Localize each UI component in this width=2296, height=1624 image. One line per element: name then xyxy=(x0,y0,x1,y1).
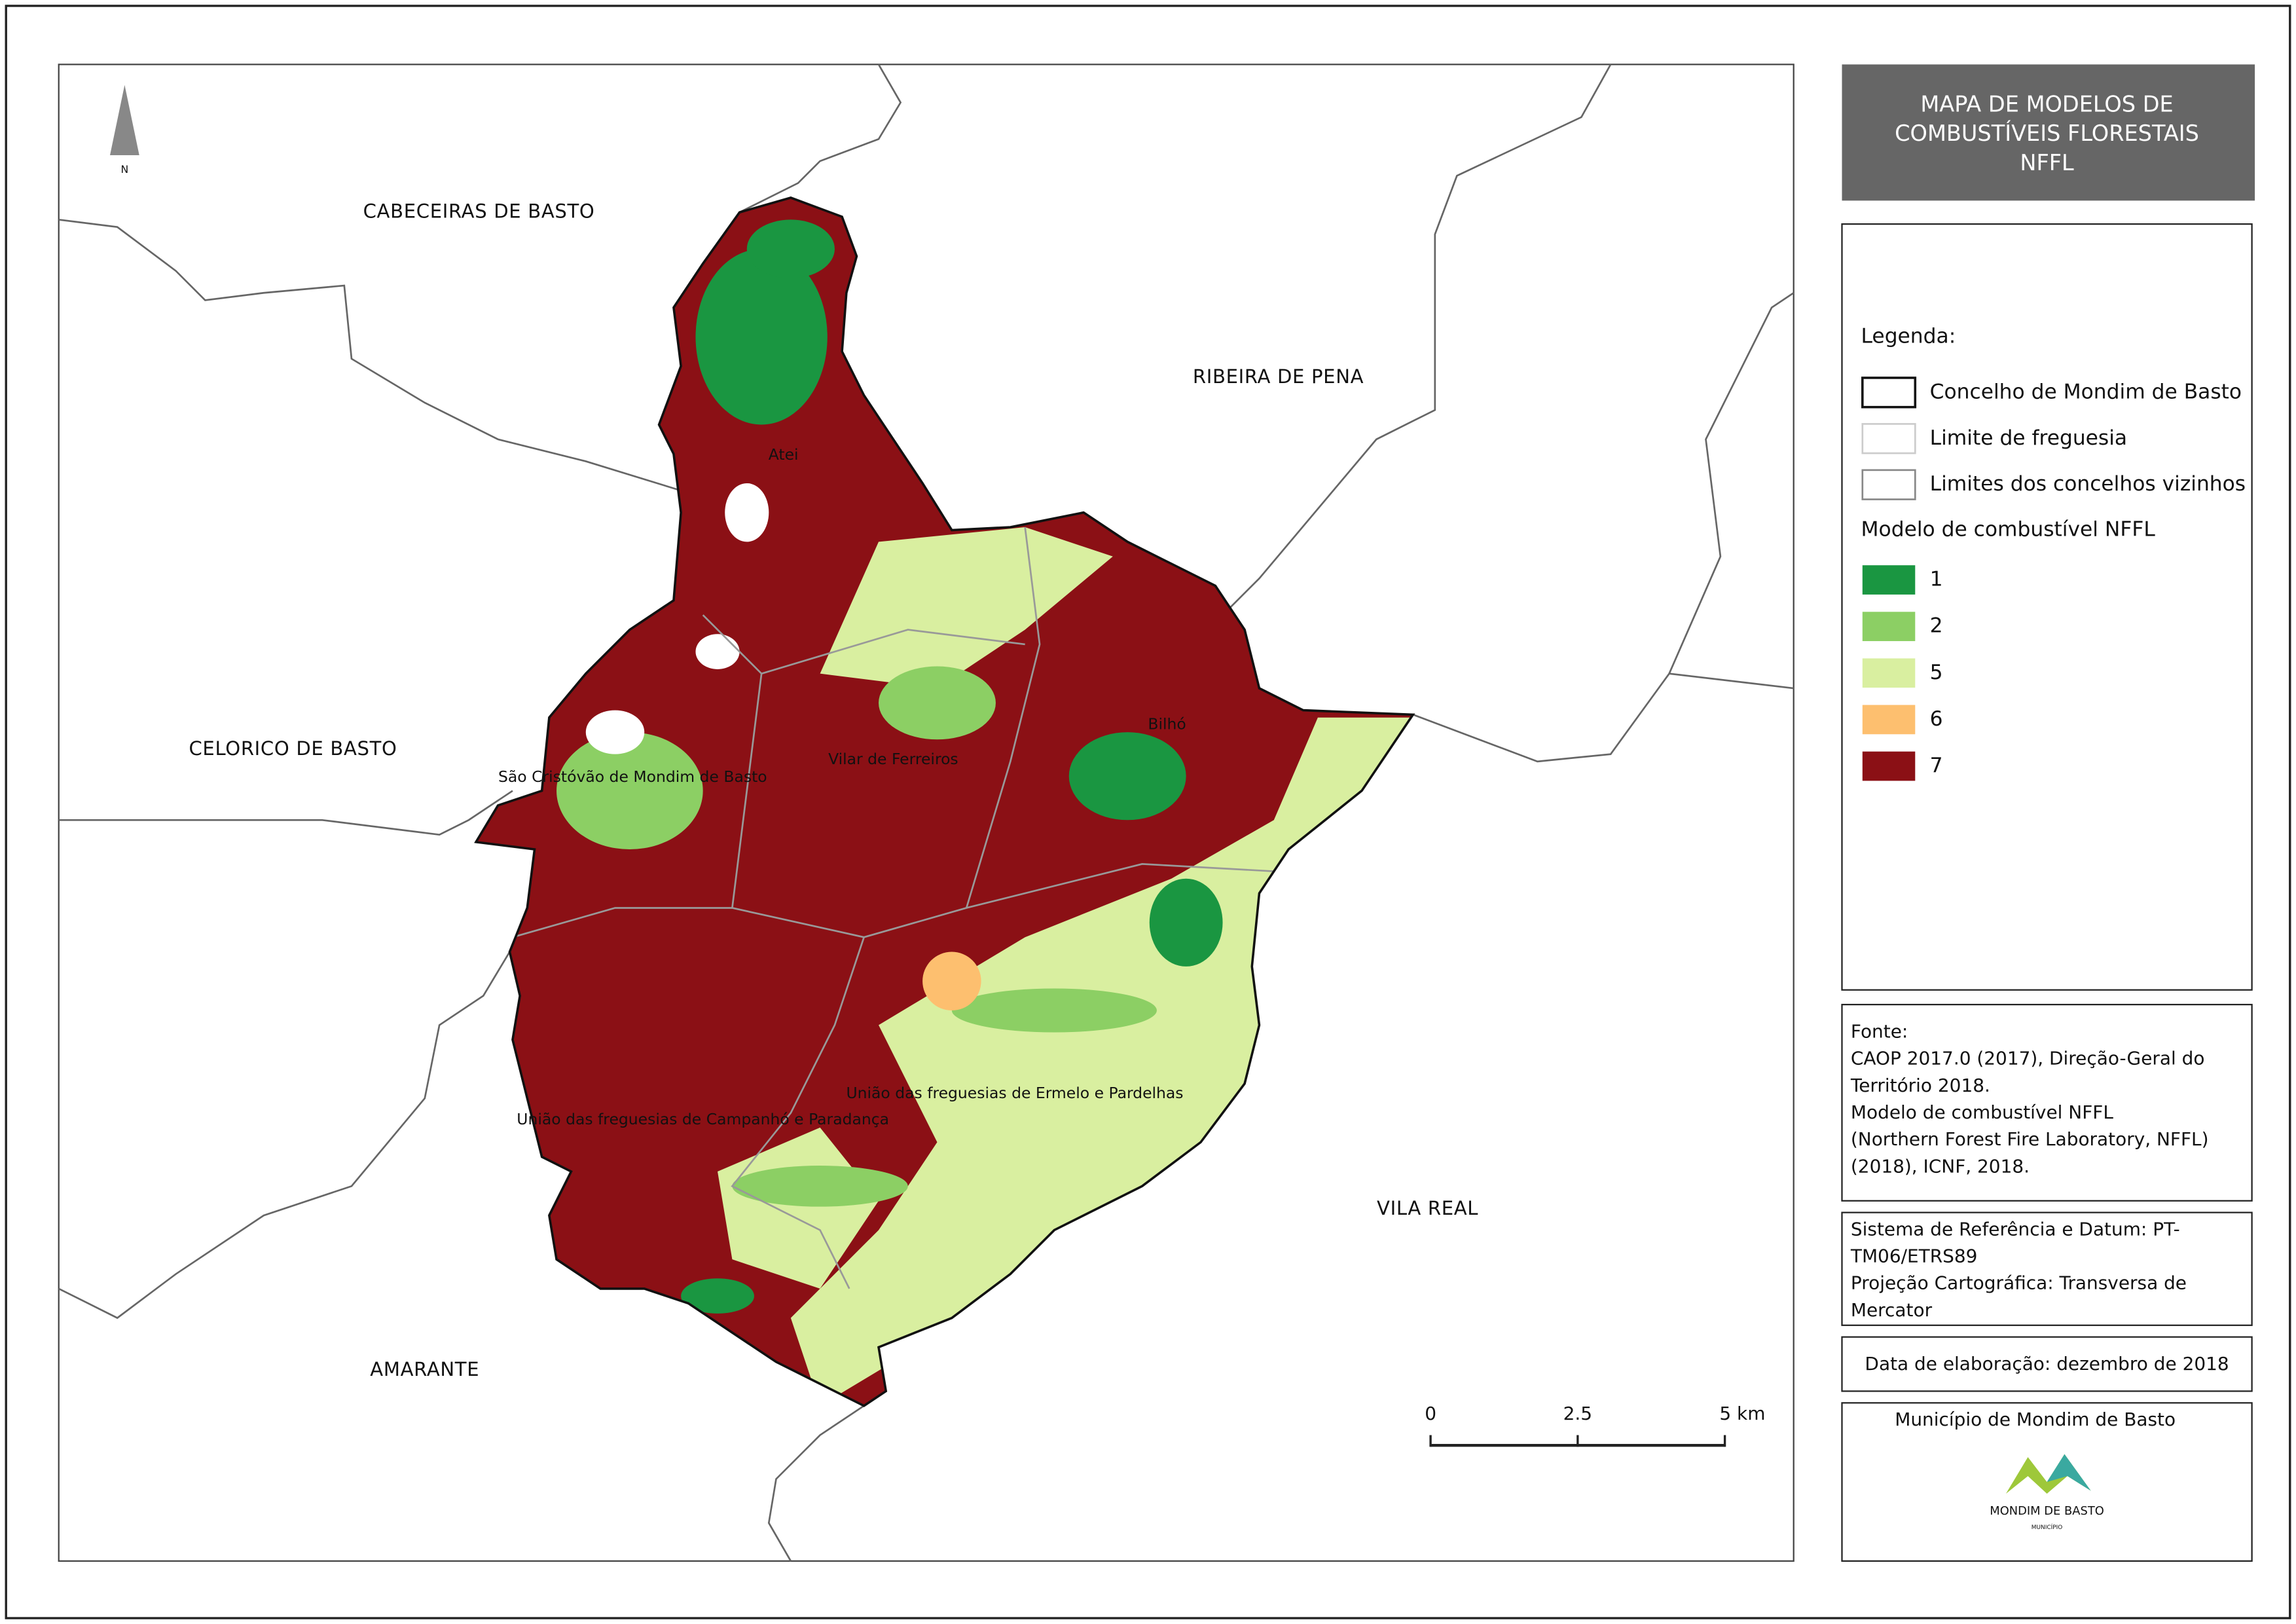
legend-label: 2 xyxy=(1930,614,1943,638)
legend-swatch xyxy=(1862,612,1916,642)
logo-mark xyxy=(2047,1454,2091,1491)
title-line: COMBUSTÍVEIS FLORESTAIS xyxy=(1895,120,2199,146)
legend-swatch xyxy=(1862,658,1916,688)
credit: Município de Mondim de Basto xyxy=(1895,1409,2176,1430)
legend-label: 6 xyxy=(1930,707,1943,731)
fuel-area xyxy=(556,732,703,850)
source-box xyxy=(1841,1003,2253,1202)
title-box xyxy=(1842,64,2255,201)
parish-label: União das freguesias de Ermelo e Pardelh… xyxy=(846,1084,1183,1102)
neighbor-label: AMARANTE xyxy=(370,1358,479,1380)
reference-system: Sistema de Referência e Datum: PT- TM06/E… xyxy=(1850,1218,2187,1320)
parish-label: União das freguesias de Campanhó e Parad… xyxy=(517,1110,889,1128)
legend-swatch xyxy=(1862,565,1916,595)
neighbor-label: VILA REAL xyxy=(1377,1197,1478,1219)
fuel-area xyxy=(695,634,740,669)
legend-label: Limite de freguesia xyxy=(1930,426,2127,450)
fuel-area xyxy=(695,249,828,425)
legend-label: 5 xyxy=(1930,661,1943,684)
scale-label: 2.5 xyxy=(1563,1403,1592,1424)
scale-label: 0 xyxy=(1425,1403,1436,1424)
scale-label: 5 km xyxy=(1719,1403,1765,1424)
source-line: Território 2018. xyxy=(1850,1075,1990,1096)
legend: Concelho de Mondim de Basto Limite de fre… xyxy=(1861,377,2246,781)
date: Data de elaboração: dezembro de 2018 xyxy=(1865,1353,2229,1375)
fuel-area xyxy=(951,988,1157,1033)
fuel-area xyxy=(732,1166,908,1207)
source-line: Fonte: xyxy=(1851,1021,1908,1043)
legend-heading: Legenda: xyxy=(1861,324,1956,348)
parish-label: Bilhó xyxy=(1148,714,1186,733)
reference_system-line: Sistema de Referência e Datum: PT- xyxy=(1851,1218,2180,1240)
legend-label: 1 xyxy=(1930,568,1943,591)
parish-boundaries xyxy=(512,526,1274,1289)
crs-box xyxy=(1841,1211,2253,1326)
legend-swatch xyxy=(1862,751,1916,781)
date-box xyxy=(1841,1336,2253,1392)
neighbor-label: CELORICO DE BASTO xyxy=(189,737,397,760)
fuel-area xyxy=(1149,878,1223,967)
reference_system-line: Projeção Cartográfica: Transversa de xyxy=(1851,1272,2187,1294)
fuel-area xyxy=(922,951,981,1011)
legend-swatch xyxy=(1862,705,1916,735)
parish-label: Atei xyxy=(769,445,799,464)
parish-label: Vilar de Ferreiros xyxy=(828,750,958,768)
fuel-area xyxy=(746,219,835,278)
fuel-area xyxy=(820,527,1113,689)
source: Fonte: CAOP 2017.0 (2017), Direção-Geral … xyxy=(1850,1021,2209,1177)
north-label: N xyxy=(121,163,129,175)
legend-swatch xyxy=(1861,469,1916,500)
legend-label: Limites dos concelhos vizinhos xyxy=(1930,472,2246,496)
legend-label: Concelho de Mondim de Basto xyxy=(1930,380,2242,403)
neighbor-label: RIBEIRA DE PENA xyxy=(1193,365,1364,388)
fuel-area xyxy=(879,666,996,740)
legend-label: 7 xyxy=(1930,754,1943,777)
fuel-area xyxy=(681,1278,754,1314)
title: MAPA DE MODELOS DE COMBUSTÍVEIS FLORESTAI… xyxy=(1895,92,2199,175)
logo-subtitle: MUNICÍPIO xyxy=(2032,1523,2063,1531)
municipality-boundary xyxy=(474,196,1415,1407)
legend-swatch xyxy=(1861,423,1916,454)
source-line: (Northern Forest Fire Laboratory, NFFL) xyxy=(1851,1128,2209,1150)
reference_system-line: TM06/ETRS89 xyxy=(1850,1246,1978,1267)
title-line: NFFL xyxy=(2020,150,2074,175)
neighbor-label: CABECEIRAS DE BASTO xyxy=(363,200,595,222)
source-line: (2018), ICNF, 2018. xyxy=(1851,1155,2030,1177)
title-line: MAPA DE MODELOS DE xyxy=(1920,92,2173,117)
legend-box xyxy=(1841,223,2253,991)
fuel-area xyxy=(725,483,769,542)
credit-box xyxy=(1841,1402,2253,1562)
scale-bar: 0 2.5 5 km xyxy=(1425,1403,1765,1447)
fuel-area xyxy=(1068,732,1186,821)
source-line: Modelo de combustível NFFL xyxy=(1851,1101,2113,1123)
legend-fuel-heading: Modelo de combustível NFFL xyxy=(1861,518,2156,542)
neighbor-boundaries xyxy=(58,64,1795,1562)
parish-label: São Cristóvão de Mondim de Basto xyxy=(498,767,767,786)
source-line: CAOP 2017.0 (2017), Direção-Geral do xyxy=(1851,1048,2205,1069)
fuel-area xyxy=(585,710,645,754)
logo-name: MONDIM DE BASTO xyxy=(1990,1504,2104,1518)
north-arrow xyxy=(109,84,139,156)
legend-swatch xyxy=(1861,377,1917,409)
reference_system-line: Mercator xyxy=(1851,1299,1933,1321)
